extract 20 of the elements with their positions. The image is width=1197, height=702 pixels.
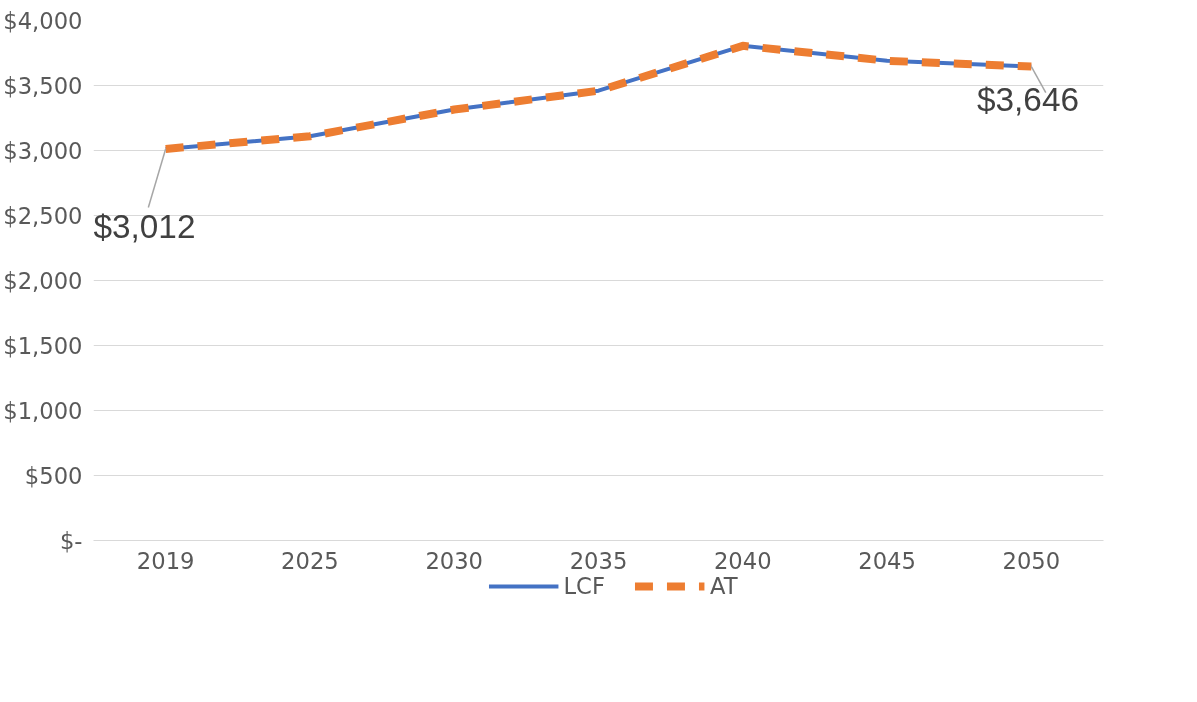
y-tick-label: $2,500 [3,202,83,229]
legend-label: LCF [563,573,605,600]
annotation: $3,012 [93,208,196,246]
y-tick-label: $- [59,527,83,554]
x-tick-label: 2045 [858,547,916,574]
y-tick-label: $500 [24,462,83,489]
y-tick-label: $2,000 [3,267,83,294]
y-tick-label: $3,500 [3,72,83,99]
x-tick-label: 2019 [136,547,195,574]
legend-label: AT [709,573,738,600]
y-tick-label: $1,000 [3,397,83,424]
y-tick-label: $3,000 [3,137,83,164]
y-tick-label: $4,000 [3,7,83,34]
x-tick-label: 2040 [713,547,772,574]
x-tick-label: 2025 [281,547,339,574]
x-tick-label: 2050 [1002,547,1061,574]
annotation: $3,646 [977,80,1079,118]
x-tick-label: 2030 [425,547,484,574]
y-tick-label: $1,500 [3,332,83,359]
x-tick-label: 2035 [569,547,628,574]
